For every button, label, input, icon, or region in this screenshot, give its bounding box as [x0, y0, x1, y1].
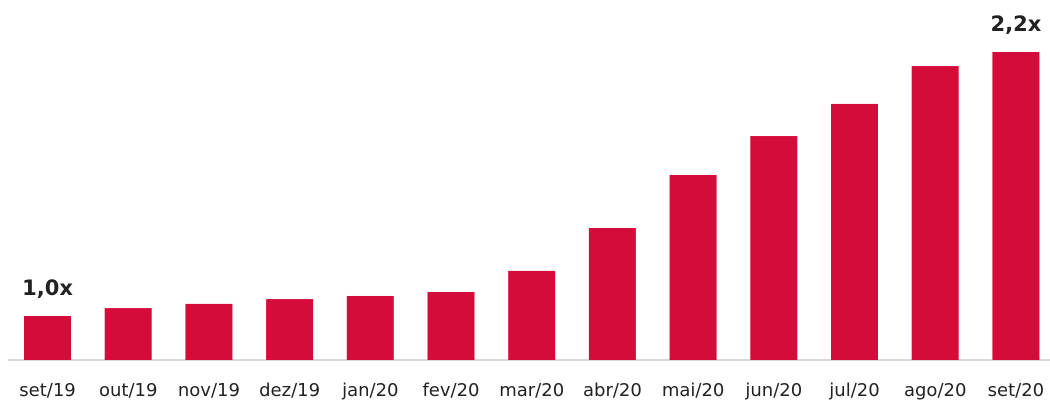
bar	[992, 52, 1040, 360]
bar	[669, 174, 717, 360]
bar	[266, 299, 314, 360]
x-tick-label: dez/19	[259, 380, 320, 401]
value-label: 1,0x	[22, 276, 73, 300]
x-tick-label: ago/20	[904, 380, 966, 401]
x-tick-label: jan/20	[341, 380, 398, 401]
bar	[911, 66, 959, 360]
x-tick-label: abr/20	[583, 380, 642, 401]
x-tick-label: fev/20	[422, 380, 479, 401]
x-tick-label: set/19	[19, 380, 75, 401]
x-tick-label: jun/20	[744, 380, 802, 401]
bar	[346, 295, 394, 360]
bar	[24, 316, 71, 360]
bar	[508, 270, 556, 360]
x-tick-label: out/19	[99, 380, 157, 401]
x-tick-label: set/20	[988, 380, 1044, 401]
bar	[185, 303, 233, 360]
x-tick-label: jul/20	[828, 380, 879, 401]
value-label: 2,2x	[991, 12, 1042, 36]
x-tick-label: mar/20	[499, 380, 564, 401]
x-tick-label: nov/19	[178, 380, 240, 401]
bar	[588, 228, 636, 360]
bar	[104, 308, 152, 360]
bar	[750, 136, 798, 360]
bar	[427, 292, 475, 360]
x-tick-label: mai/20	[662, 380, 725, 401]
bar	[831, 103, 878, 361]
